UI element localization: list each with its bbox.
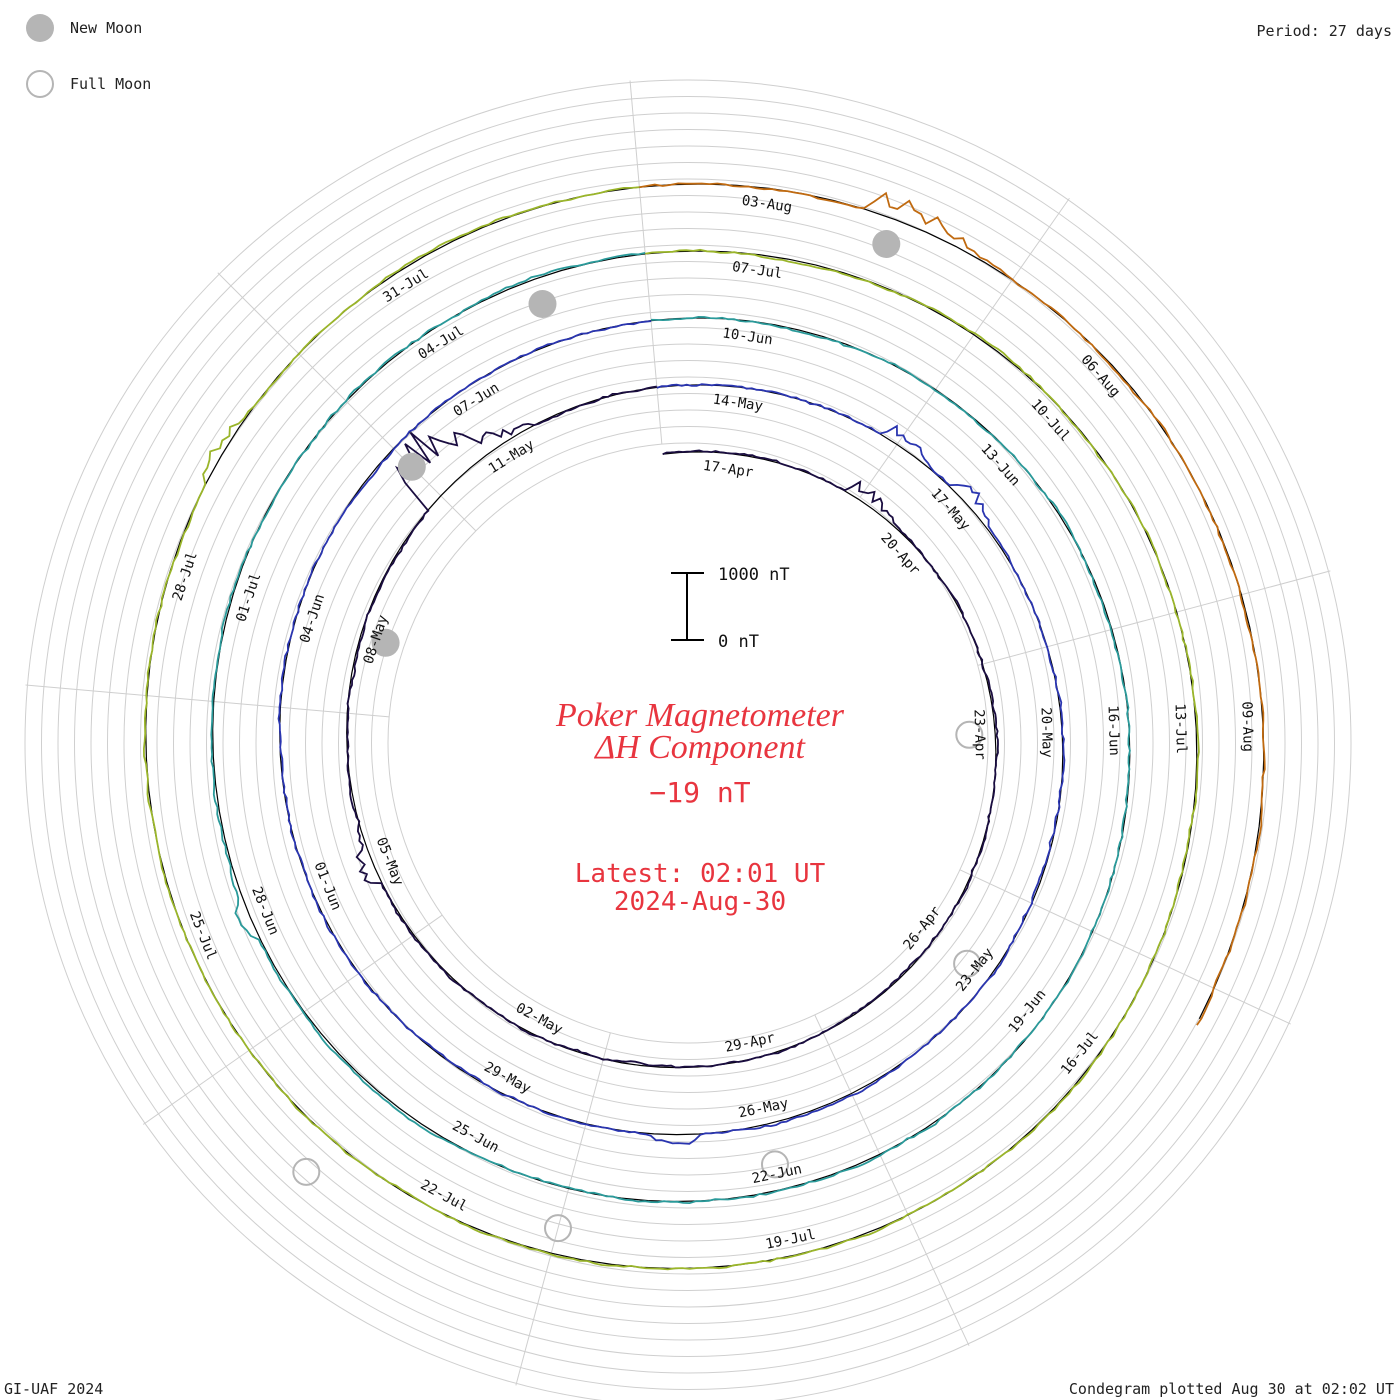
grid-spoke — [25, 684, 390, 718]
grid-circle — [239, 294, 1137, 1192]
grid-spoke — [959, 869, 1291, 1025]
new-moon-marker — [397, 452, 426, 481]
footer-plot-time: Condegram plotted Aug 30 at 02:02 UT — [1068, 1380, 1394, 1398]
grid-spoke — [977, 570, 1331, 666]
date-label: 17-May — [927, 485, 973, 533]
chart-title: Poker Magnetometer ΔH Component — [450, 697, 950, 766]
date-label: 31-Jul — [380, 266, 431, 306]
date-label: 07-Jul — [731, 259, 783, 282]
date-label: 17-Apr — [702, 458, 754, 481]
grid-circle — [255, 310, 1121, 1176]
date-label: 22-Jun — [751, 1161, 804, 1187]
grid-circle — [272, 327, 1104, 1159]
new-moon-icon — [26, 14, 54, 42]
chart-title-line1: Poker Magnetometer — [556, 697, 844, 734]
grid-circle — [321, 376, 1055, 1110]
grid-circle — [173, 228, 1203, 1258]
grid-circle — [57, 112, 1319, 1374]
legend-full-moon-label: Full Moon — [70, 75, 152, 93]
date-label: 03-Aug — [741, 193, 793, 216]
grid-circle — [288, 343, 1088, 1143]
grid-circle — [156, 211, 1220, 1275]
date-label: 29-Apr — [724, 1030, 777, 1056]
data-series-turn — [639, 182, 1266, 1026]
new-moon-marker — [528, 290, 557, 318]
legend-full-moon: Full Moon — [26, 70, 151, 98]
grid-circle — [107, 162, 1269, 1324]
grid-circle — [305, 360, 1071, 1126]
chart-title-line2: ΔH Component — [595, 729, 805, 766]
date-label: 13-Jul — [1171, 703, 1188, 754]
full-moon-marker — [955, 720, 984, 749]
full-moon-marker — [292, 1157, 321, 1186]
latest-timestamp: Latest: 02:01 UT 2024-Aug-30 — [450, 860, 950, 916]
data-series-turn — [277, 320, 1066, 1145]
scale-bar: 1000 nT 0 nT — [671, 565, 790, 652]
date-label: 23-Apr — [970, 709, 987, 760]
current-value: −19 nT — [649, 776, 751, 809]
grid-circle — [140, 195, 1236, 1291]
footer-credit: GI-UAF 2024 — [4, 1380, 104, 1398]
date-label: 09-Aug — [1238, 701, 1255, 752]
new-moon-marker — [872, 230, 901, 258]
grid-circle — [222, 277, 1154, 1209]
data-series-turn — [142, 186, 1200, 1271]
date-label: 14-May — [712, 392, 764, 415]
grid-circles — [24, 79, 1352, 1400]
date-label: 25-Jun — [449, 1118, 501, 1156]
grid-spoke — [629, 80, 663, 445]
grid-circle — [354, 409, 1022, 1077]
period-label: Period: 27 days — [1256, 22, 1392, 40]
date-label: 05-May — [373, 835, 407, 888]
latest-date: 2024-Aug-30 — [613, 887, 787, 917]
date-label: 20-Apr — [877, 530, 923, 578]
grid-circle — [123, 178, 1253, 1308]
date-label: 10-Jun — [721, 325, 773, 348]
baseline-turn — [279, 320, 1064, 1136]
grid-spoke — [859, 197, 1070, 498]
date-label: 28-Jun — [248, 885, 282, 938]
date-label: 16-Jul — [1058, 1028, 1102, 1078]
date-label: 29-May — [481, 1059, 533, 1097]
scale-bar-bottom-label: 0 nT — [718, 632, 759, 652]
grid-spoke — [515, 1032, 611, 1386]
date-label: 16-Jun — [1104, 705, 1121, 756]
date-label: 25-Jul — [186, 909, 220, 962]
full-moon-icon — [26, 70, 54, 98]
full-moon-marker — [544, 1214, 572, 1243]
latest-time: Latest: 02:01 UT — [574, 859, 826, 889]
grid-circle — [189, 244, 1187, 1242]
date-label: 19-Jun — [1006, 987, 1050, 1037]
full-moon-marker — [953, 949, 982, 978]
date-label: 13-Jun — [977, 441, 1023, 489]
date-label: 20-May — [1037, 707, 1054, 758]
grid-circle — [387, 442, 989, 1044]
grid-circle — [206, 261, 1170, 1225]
data-series — [142, 182, 1266, 1271]
legend-new-moon: New Moon — [26, 14, 142, 42]
grid-circle — [24, 79, 1352, 1400]
grid-circle — [338, 393, 1038, 1093]
new-moon-marker — [371, 628, 400, 657]
data-series-turn — [210, 252, 1131, 1205]
data-series-turn — [346, 385, 999, 1069]
scale-bar-top-label: 1000 nT — [718, 565, 790, 585]
date-label: 22-Jul — [418, 1177, 470, 1215]
grid-spoke — [142, 914, 443, 1125]
date-label: 02-May — [513, 1000, 565, 1038]
date-label: 10-Jul — [1028, 396, 1074, 444]
date-label: 19-Jul — [764, 1227, 817, 1253]
grid-circle — [371, 426, 1005, 1060]
moon-phase-markers — [292, 230, 984, 1243]
legend-new-moon-label: New Moon — [70, 19, 143, 37]
date-label: 11-May — [486, 437, 537, 477]
grid-circle — [90, 145, 1286, 1341]
grid-spoke — [814, 1014, 970, 1346]
full-moon-marker — [761, 1150, 789, 1179]
grid-circle — [41, 96, 1335, 1390]
grid-circle — [74, 129, 1302, 1357]
